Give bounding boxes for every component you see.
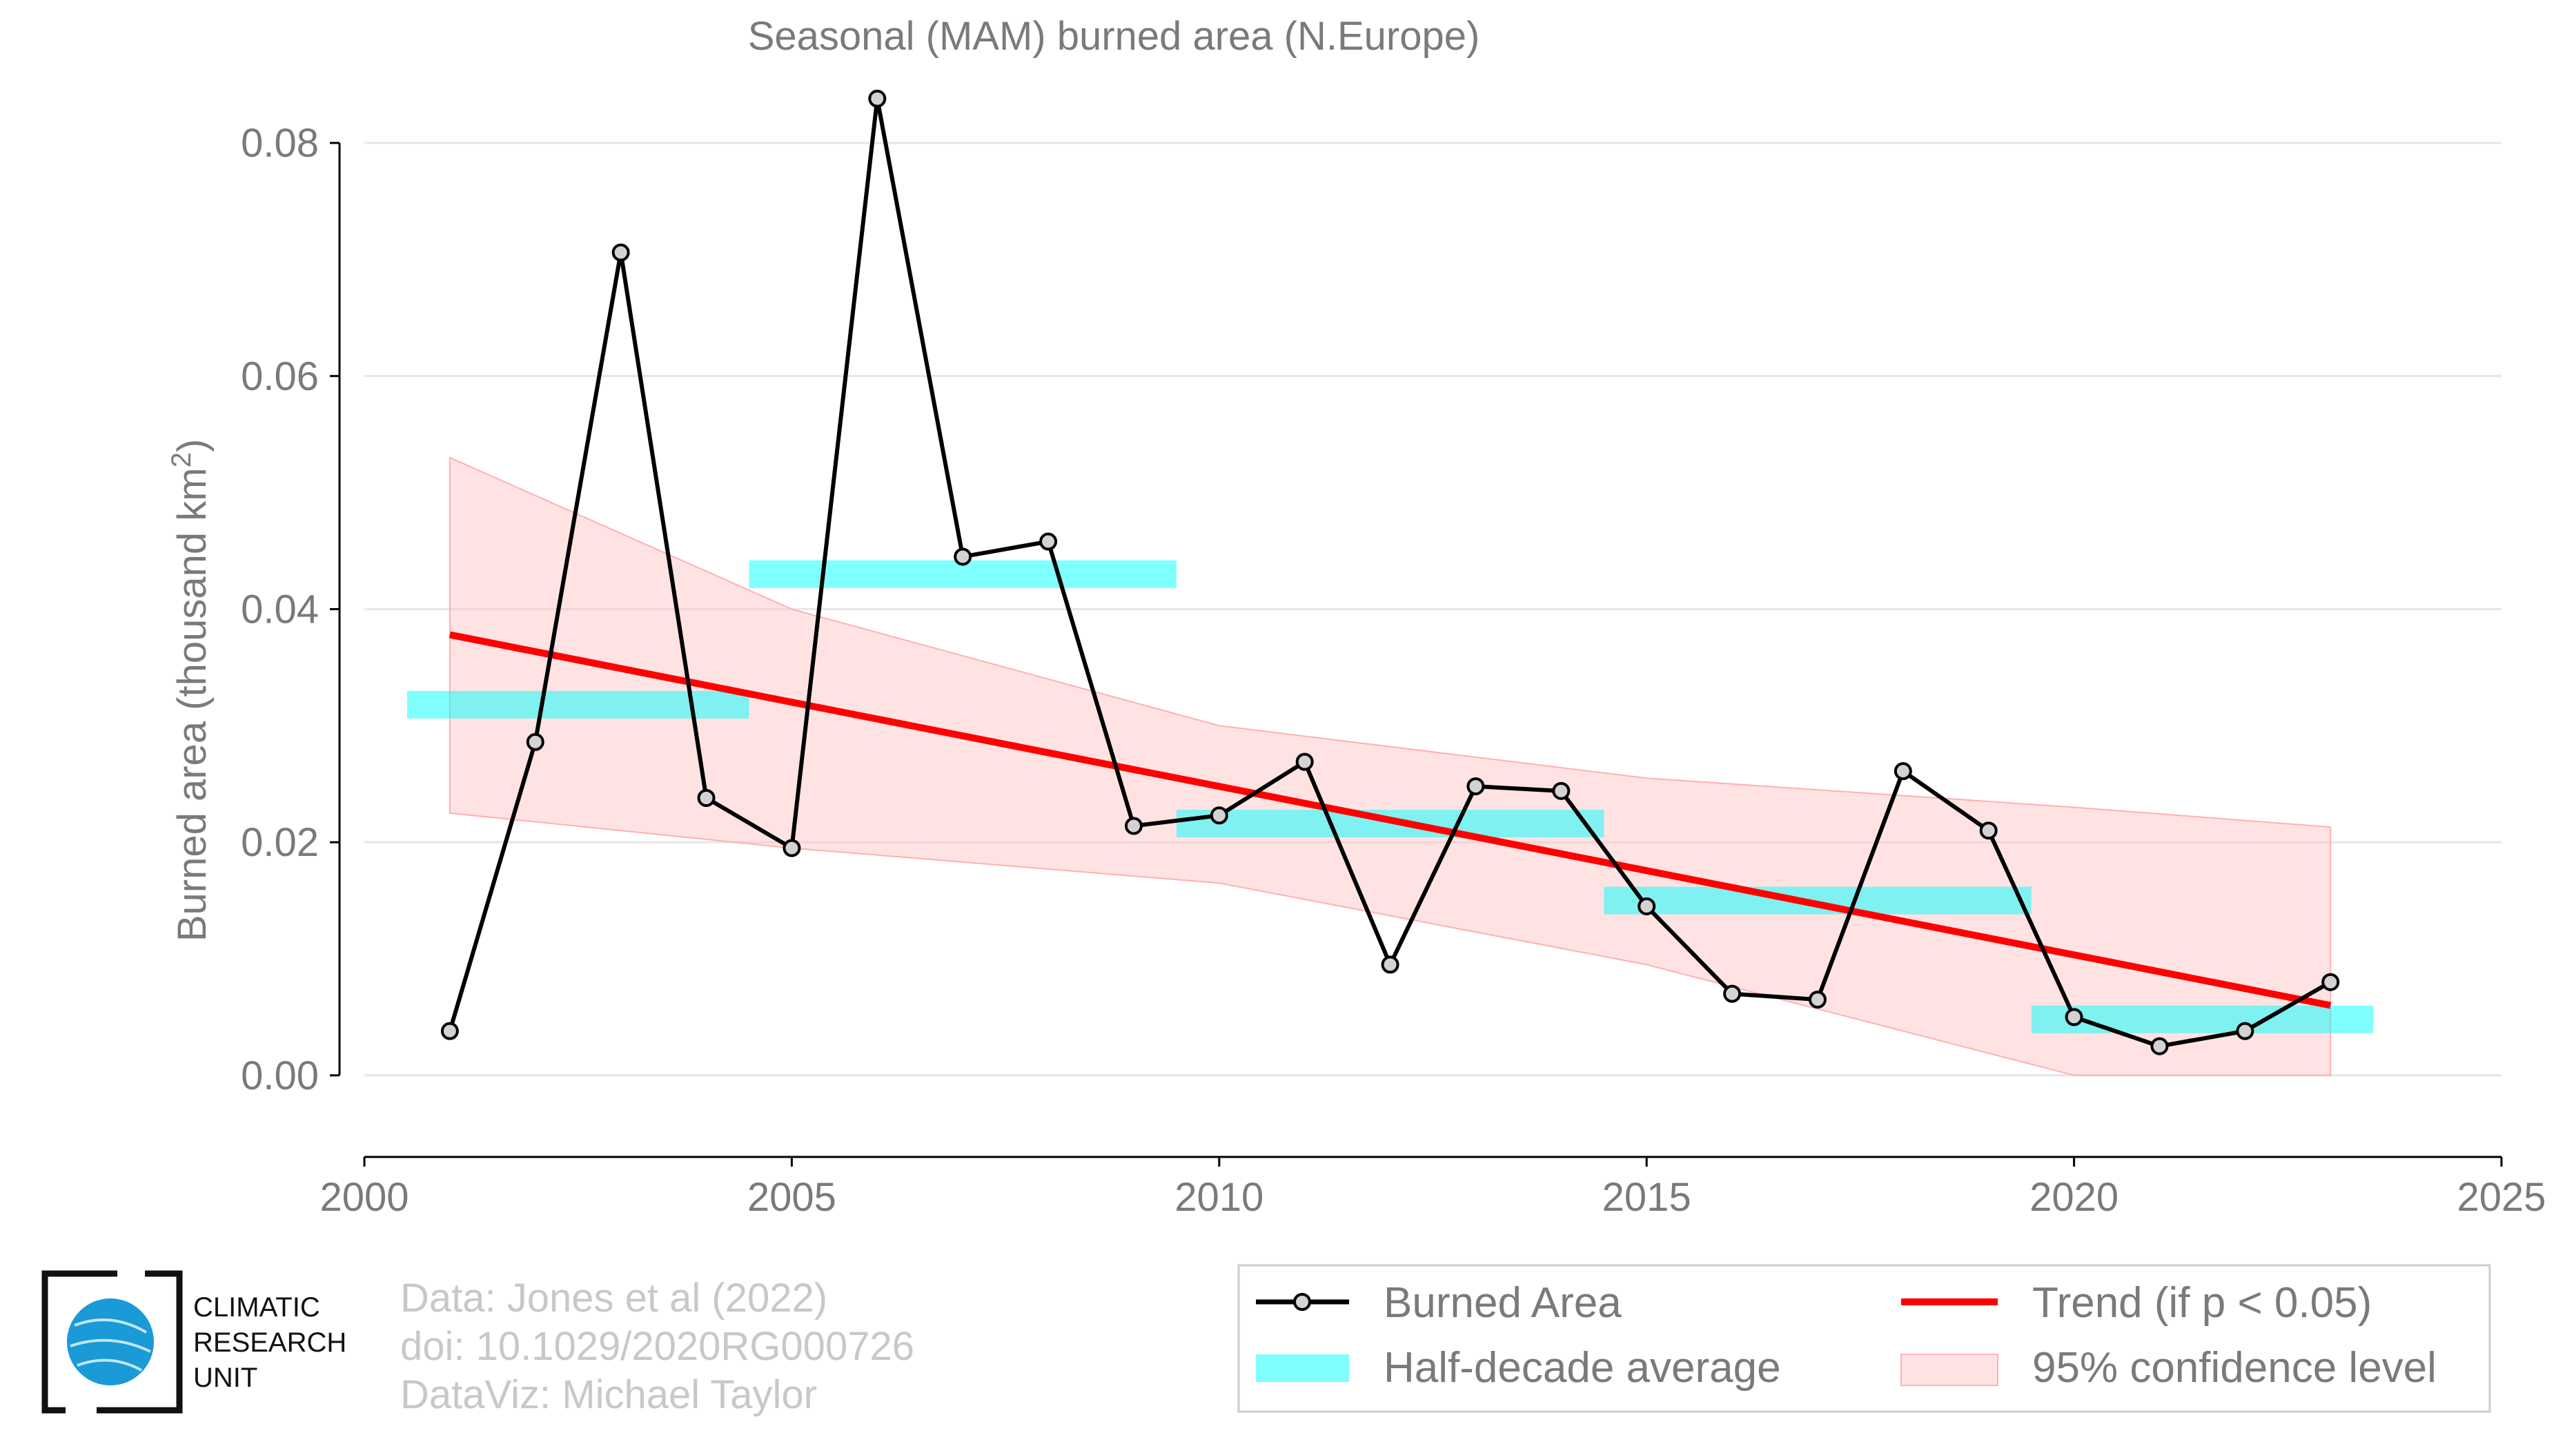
logo-text-climatic: CLIMATIC	[193, 1292, 320, 1323]
confidence-band	[449, 456, 2332, 1076]
burned-area-point	[1979, 821, 1998, 840]
burned-area-point	[2321, 973, 2340, 991]
burned-area-point	[868, 89, 887, 108]
burned-area-point	[611, 243, 630, 262]
legend-label-confidence: 95% confidence level	[2032, 1344, 2437, 1392]
logo-bracket-right	[97, 1270, 183, 1414]
burned-area-point	[1295, 752, 1314, 771]
burned-area-point	[697, 788, 716, 807]
burned-area-point	[2150, 1037, 2169, 1055]
y-tick-label: 0.02	[241, 820, 319, 865]
burned-area-point	[1552, 781, 1571, 800]
burned-area-point	[1381, 955, 1399, 974]
x-tick-label: 2015	[1602, 1175, 1691, 1220]
burned-area-point	[1723, 984, 1742, 1003]
y-tick-label: 0.06	[241, 354, 319, 399]
x-tick-label: 2000	[319, 1175, 409, 1220]
burned-area-line-layer	[440, 89, 2340, 1055]
burned-area-point	[2065, 1008, 2083, 1026]
confidence-band-layer	[449, 456, 2332, 1076]
burned-area-point	[1210, 806, 1228, 825]
y-tick-label: 0.08	[241, 121, 319, 166]
legend-swatch-half-decade	[1256, 1354, 1349, 1382]
legend-marker-burned-area	[1293, 1293, 1311, 1311]
credit-doi: doi: 10.1029/2020RG000726	[400, 1324, 914, 1369]
burned-area-point	[783, 839, 801, 857]
y-tick-label: 0.00	[241, 1053, 319, 1098]
x-tick-label: 2010	[1174, 1175, 1264, 1220]
burned-area-point	[1894, 762, 1912, 781]
credit-data: Data: Jones et al (2022)	[400, 1276, 827, 1321]
x-tick-label: 2020	[2029, 1175, 2118, 1220]
x-tick-label: 2025	[2457, 1175, 2546, 1220]
trend-line	[449, 631, 2332, 1009]
legend: Burned Area Half-decade average Trend (i…	[1237, 1264, 2491, 1413]
legend-label-burned-area: Burned Area	[1384, 1279, 1622, 1327]
burned-area-point	[2236, 1022, 2254, 1040]
burned-area-point	[526, 732, 544, 751]
logo-bracket-left	[41, 1270, 117, 1414]
burned-area-point	[1124, 817, 1143, 835]
burned-area-point	[1466, 777, 1485, 796]
y-axis-label: Burned area (thousand km2)	[166, 439, 215, 942]
burned-area-point	[1039, 532, 1058, 551]
x-tick-label: 2005	[747, 1175, 836, 1220]
cru-logo: CLIMATIC RESEARCH UNIT	[41, 1270, 346, 1414]
axes: 0.00 0.02 0.04 0.06 0.08 2000 2005 2010 2015 2020…	[241, 121, 2546, 1220]
legend-box	[1237, 1264, 2491, 1413]
chart-title: Seasonal (MAM) burned area (N.Europe)	[748, 14, 1480, 59]
half-decade-bar	[406, 690, 749, 719]
legend-label-half-decade: Half-decade average	[1384, 1344, 1781, 1392]
logo-text-unit: UNIT	[193, 1363, 257, 1393]
legend-swatch-confidence	[1900, 1354, 1998, 1386]
logo-text-research: RESEARCH	[193, 1327, 346, 1358]
half-decade-bar	[1604, 886, 2032, 915]
trend-layer	[449, 631, 2332, 1009]
y-tick-label: 0.04	[241, 587, 319, 632]
burned-area-point	[954, 547, 972, 566]
burned-area-point	[1808, 991, 1827, 1009]
burned-area-point	[440, 1022, 459, 1040]
legend-label-trend: Trend (if p < 0.05)	[2032, 1279, 2372, 1327]
globe-swirl	[70, 1318, 151, 1372]
burned-area-point	[1638, 897, 1656, 915]
credit-dataviz: DataViz: Michael Taylor	[400, 1372, 817, 1417]
half-decade-bar	[2031, 1005, 2374, 1033]
